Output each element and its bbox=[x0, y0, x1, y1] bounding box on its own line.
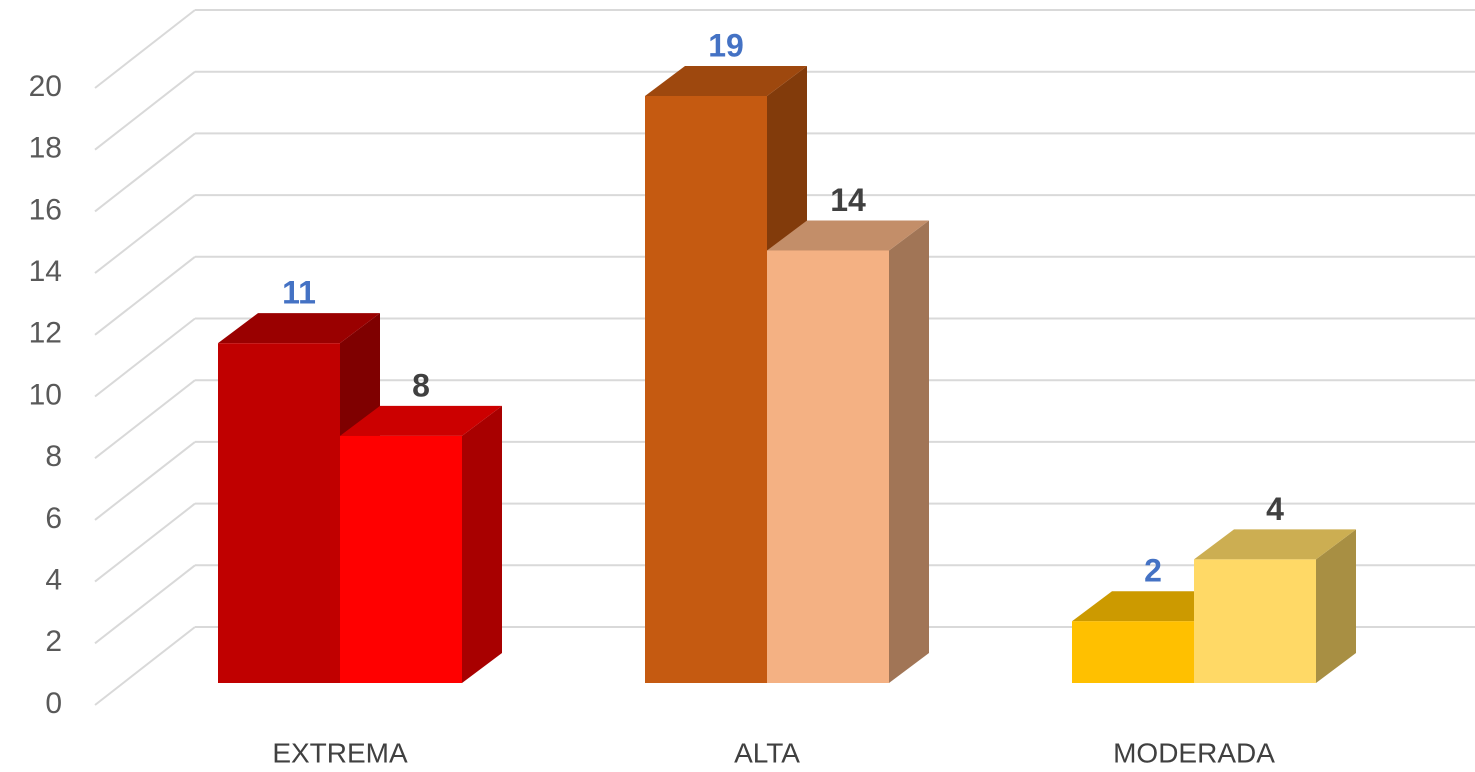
bar-top bbox=[340, 405, 502, 436]
bar bbox=[767, 250, 889, 683]
y-tick-label: 4 bbox=[45, 564, 62, 597]
bar bbox=[1194, 559, 1316, 683]
bar bbox=[218, 343, 340, 683]
bar-top bbox=[645, 66, 807, 96]
bar bbox=[340, 435, 462, 683]
y-tick-label: 10 bbox=[29, 378, 62, 411]
y-tick-label: 14 bbox=[29, 255, 62, 288]
y-tick-label: 20 bbox=[29, 70, 62, 103]
x-tick-label: MODERADA bbox=[1113, 737, 1275, 768]
grid-diagonal bbox=[94, 441, 196, 521]
bar-top bbox=[1194, 529, 1356, 560]
bar-side bbox=[462, 405, 502, 683]
bar-top bbox=[1072, 591, 1234, 622]
data-label: 2 bbox=[1144, 553, 1162, 589]
grid-diagonal bbox=[94, 379, 196, 459]
data-label: 4 bbox=[1266, 491, 1284, 527]
grid-diagonal bbox=[94, 317, 196, 398]
data-label: 14 bbox=[830, 182, 866, 218]
bar bbox=[1072, 621, 1194, 683]
bar-top bbox=[218, 313, 380, 344]
y-tick-label: 18 bbox=[29, 132, 62, 165]
bar-side bbox=[1316, 529, 1356, 683]
y-tick-label: 8 bbox=[45, 440, 62, 473]
y-tick-label: 16 bbox=[29, 193, 62, 226]
bar-side bbox=[889, 220, 929, 683]
y-tick-label: 2 bbox=[45, 625, 62, 658]
grid-diagonal bbox=[94, 70, 196, 151]
data-label: 11 bbox=[282, 275, 316, 311]
grid-diagonal bbox=[94, 502, 196, 583]
grid-diagonal bbox=[94, 564, 196, 645]
data-label: 19 bbox=[708, 27, 744, 63]
grid-diagonal bbox=[94, 194, 196, 274]
grid-diagonal bbox=[94, 9, 196, 89]
bar-top bbox=[767, 220, 929, 251]
grid-diagonal bbox=[94, 626, 196, 706]
data-label: 8 bbox=[412, 367, 430, 403]
y-tick-label: 12 bbox=[29, 317, 62, 350]
y-tick-label: 0 bbox=[45, 687, 62, 720]
bar bbox=[645, 96, 767, 683]
grid-diagonal bbox=[94, 132, 196, 213]
grid-diagonal bbox=[94, 256, 196, 336]
x-tick-label: ALTA bbox=[734, 737, 800, 768]
y-tick-label: 6 bbox=[45, 502, 62, 535]
x-tick-label: EXTREMA bbox=[272, 737, 408, 768]
